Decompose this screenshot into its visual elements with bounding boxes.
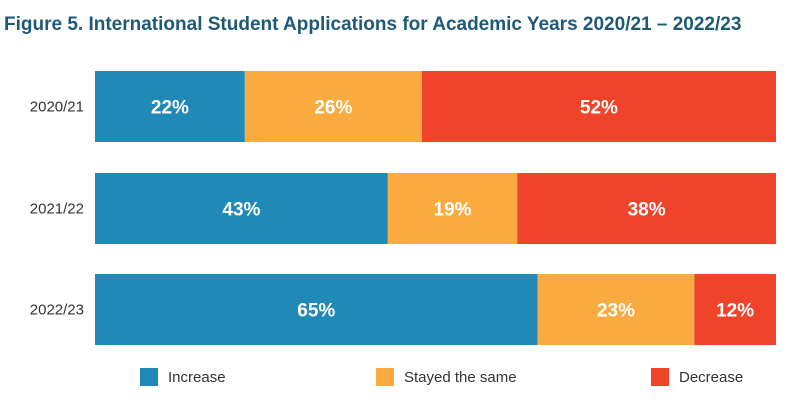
legend-item-stayed-the-same: Stayed the same (376, 368, 517, 386)
legend-item-decrease: Decrease (651, 368, 743, 386)
stacked-bar-chart: 2020/21 22% 26% 52% 2021/22 43% 19% 38% 2022/23 6… (30, 71, 776, 345)
category-label-2022-23: 2022/23 (30, 302, 84, 319)
chart-title: Figure 5. International Student Applicat… (4, 14, 742, 35)
category-label-2020-21: 2020/21 (30, 99, 84, 116)
legend: Increase Stayed the same Decrease (0, 368, 798, 392)
legend-swatch-increase (140, 368, 158, 386)
legend-label-stayed-the-same: Stayed the same (404, 368, 517, 386)
bar-segment-2022-23-decrease (694, 274, 776, 345)
data-label-2022-23-stayed-the-same: 23% (597, 301, 635, 322)
data-label-2020-21-decrease: 52% (580, 98, 618, 119)
data-label-2022-23-increase: 65% (297, 301, 335, 322)
data-label-2020-21-increase: 22% (151, 98, 189, 119)
bar-segment-2021-22-stayed-the-same (387, 173, 518, 244)
data-label-2020-21-stayed-the-same: 26% (314, 98, 352, 119)
bar-segment-2020-21-decrease (421, 71, 776, 142)
bar-segment-2022-23-stayed-the-same (537, 274, 695, 345)
bar-segment-2020-21-increase (95, 71, 245, 142)
data-label-2021-22-decrease: 38% (628, 200, 666, 221)
bar-segment-2020-21-stayed-the-same (244, 71, 422, 142)
category-label-2021-22: 2021/22 (30, 201, 84, 218)
bar-segment-2021-22-decrease (517, 173, 776, 244)
bar-segment-2022-23-increase (95, 274, 538, 345)
legend-label-increase: Increase (168, 368, 226, 386)
legend-label-decrease: Decrease (679, 368, 744, 386)
legend-swatch-stayed-the-same (376, 368, 394, 386)
data-label-2021-22-stayed-the-same: 19% (434, 200, 472, 221)
data-label-2021-22-increase: 43% (222, 200, 260, 221)
data-label-2022-23-decrease: 12% (716, 301, 754, 322)
bar-segment-2021-22-increase (95, 173, 388, 244)
legend-item-increase: Increase (140, 368, 226, 386)
legend-swatch-decrease (651, 368, 669, 386)
